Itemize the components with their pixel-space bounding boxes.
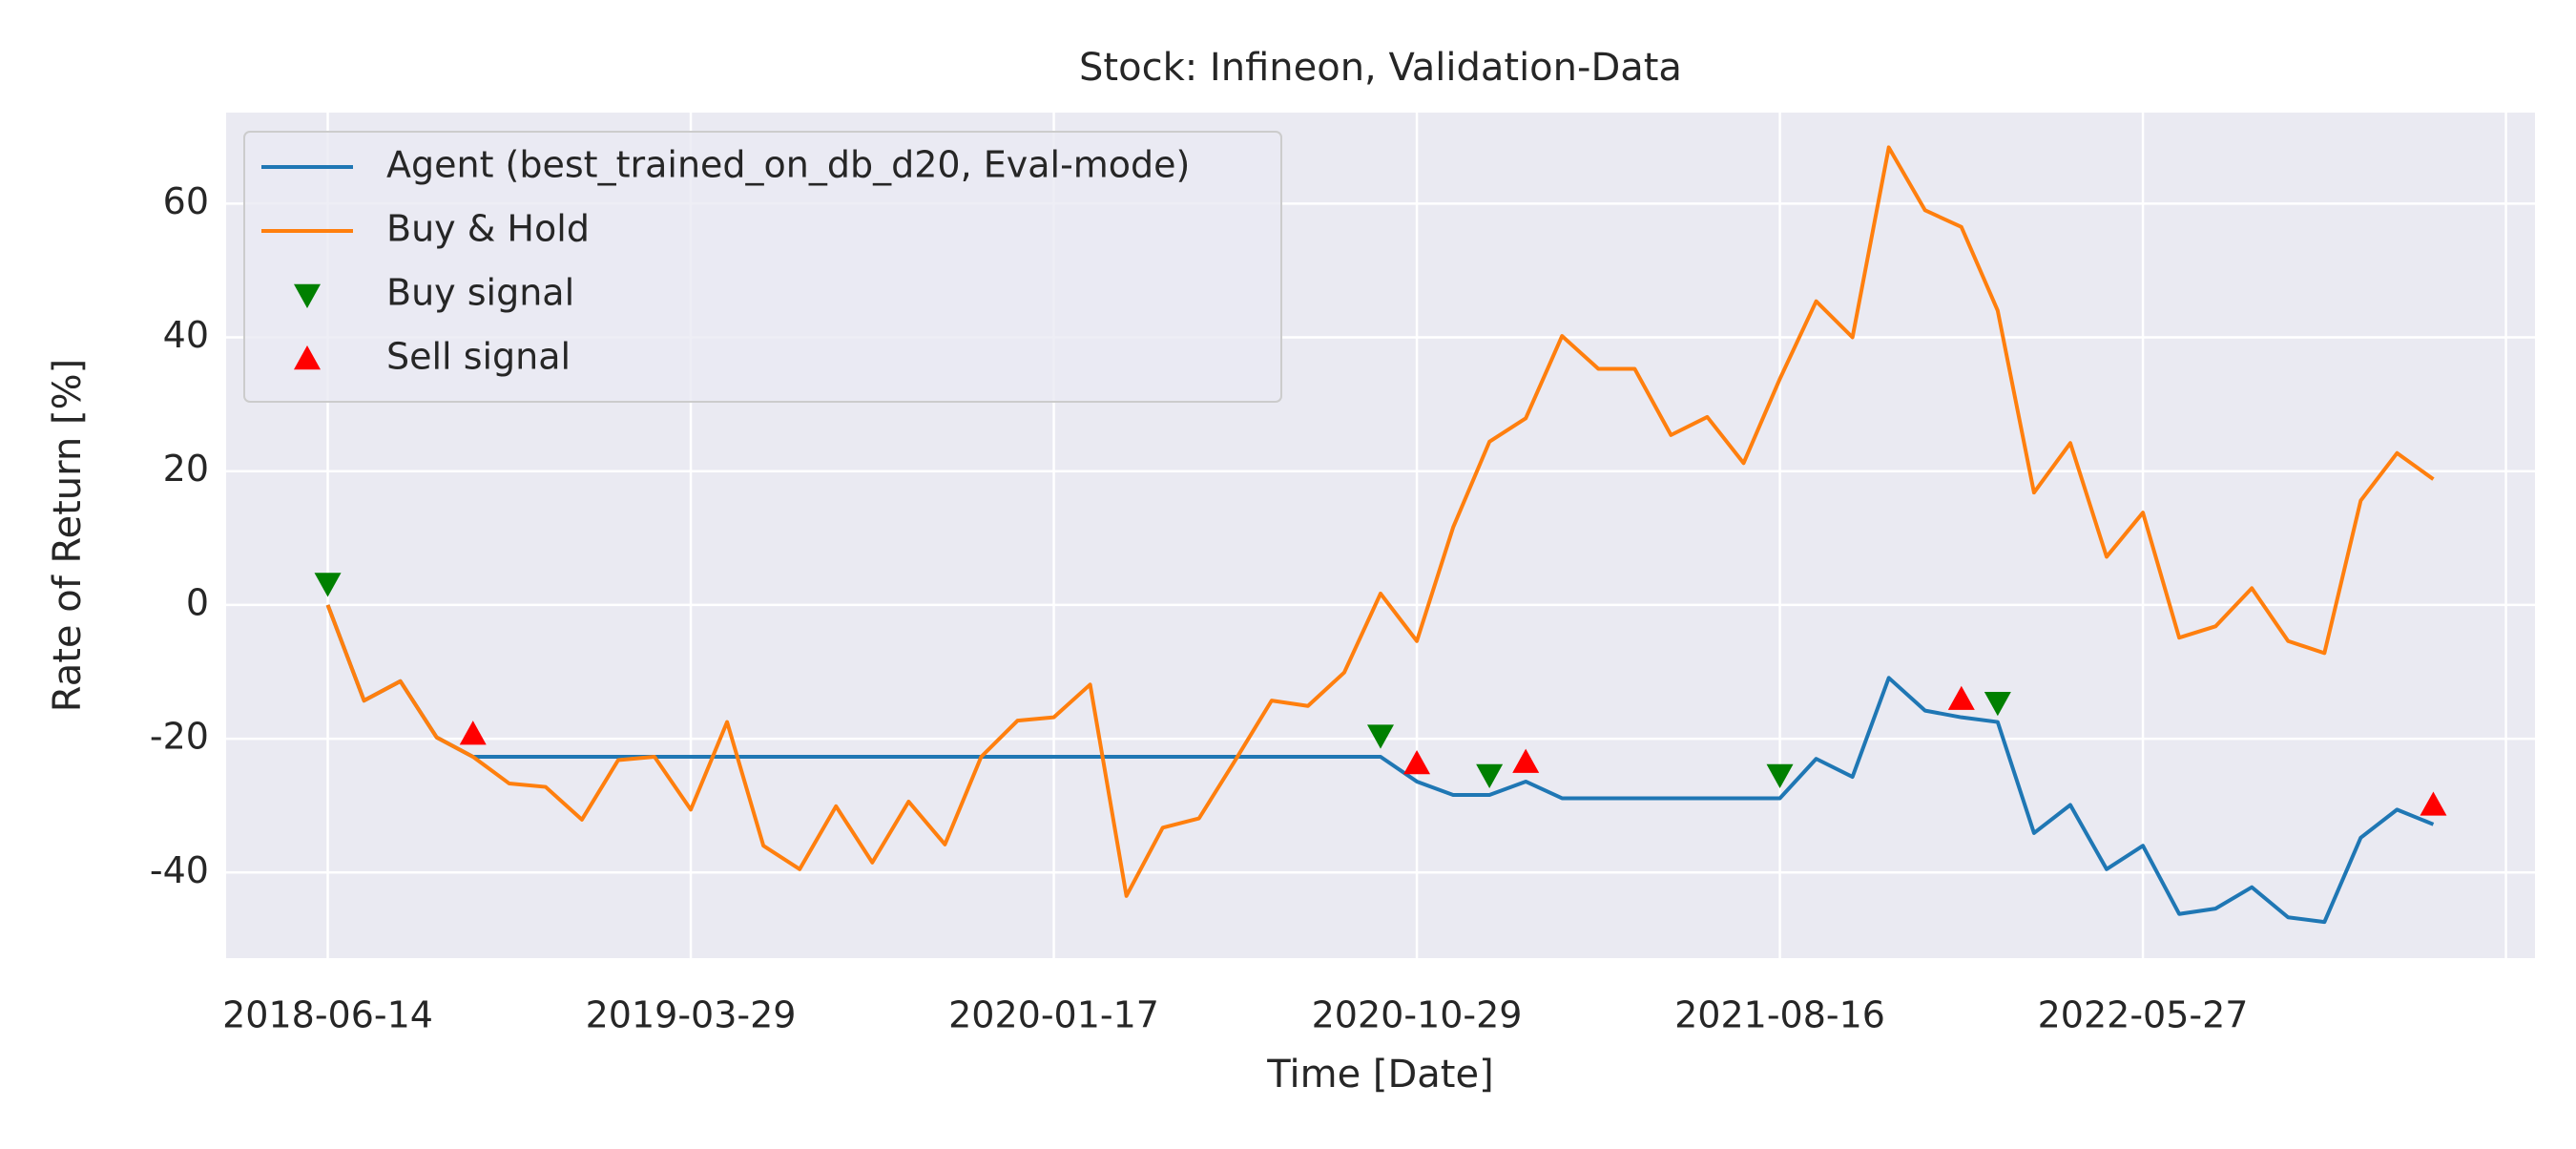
series-line [325,145,2435,898]
y-tick-label: 0 [186,581,209,623]
signal-marker [1367,724,1394,749]
series-line [325,604,2435,925]
legend-label: Agent (best_trained_on_db_d20, Eval-mode… [386,144,1190,186]
signal-marker [459,721,487,745]
x-tick-label: 2019-03-29 [586,994,797,1036]
x-axis-label: Time [Date] [1266,1053,1493,1097]
marks [314,145,2447,925]
signal-marker [2420,791,2447,816]
signal-marker [1403,750,1431,775]
signal-marker [1476,763,1504,788]
x-tick-label: 2020-10-29 [1312,994,1523,1036]
x-tick-label: 2022-05-27 [2038,994,2249,1036]
legend-box [243,131,1282,403]
signal-marker [1512,748,1540,773]
x-tick-label: 2020-01-17 [948,994,1159,1036]
y-tick-label: -20 [150,716,209,758]
legend-label: Buy & Hold [386,208,590,250]
signal-marker [1947,685,1975,710]
chart-title: Stock: Infineon, Validation-Data [1079,46,1682,90]
legend: Agent (best_trained_on_db_d20, Eval-mode… [243,131,1282,403]
y-tick-label: 20 [163,448,209,490]
grid: -40 -20 0 20 40 60 2018-06-14 2019-03-29 2020-01… [150,113,2535,1036]
y-axis-label: Rate of Return [%] [46,359,90,712]
signal-marker [1766,763,1794,788]
signal-marker [1984,692,2011,717]
x-tick-label: 2021-08-16 [1674,994,1885,1036]
legend-swatch [294,283,321,308]
y-tick-label: 60 [163,180,209,222]
y-tick-label: 40 [163,314,209,356]
signal-marker [314,573,342,597]
legend-label: Sell signal [386,336,571,378]
legend-swatch [294,345,321,370]
x-tick-label: 2018-06-14 [222,994,433,1036]
y-tick-label: -40 [150,849,209,891]
legend-label: Buy signal [386,272,574,314]
